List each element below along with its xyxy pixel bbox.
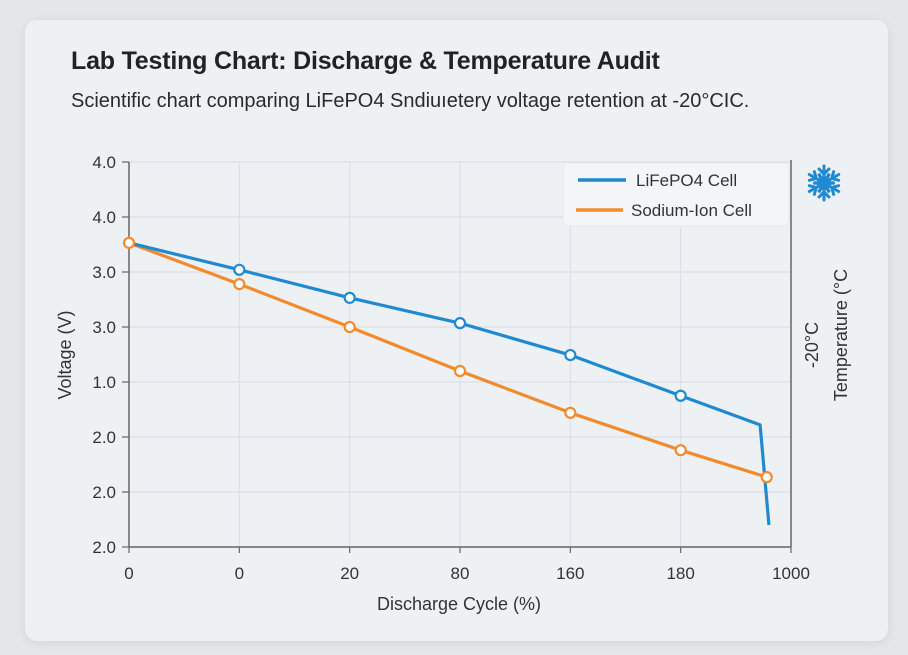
y-tick-label: 2.0 [92, 428, 116, 447]
y-tick-label: 1.0 [92, 373, 116, 392]
y-tick-label: 2.0 [92, 538, 116, 557]
x-tick-label: 20 [340, 564, 359, 583]
y-axis-label: Voltage (V) [55, 310, 75, 399]
data-point [760, 471, 773, 484]
data-point [453, 364, 467, 378]
data-point [453, 317, 467, 330]
legend-label: LiFePO4 Cell [636, 171, 737, 190]
x-axis-label: Discharge Cycle (%) [377, 594, 541, 614]
y-tick-label: 4.0 [92, 208, 116, 227]
chart-title: Lab Testing Chart: Discharge & Temperatu… [71, 47, 660, 75]
x-tick-label: 180 [666, 564, 694, 583]
x-tick-label: 160 [556, 564, 584, 583]
y-tick-label: 4.0 [92, 153, 116, 172]
data-point [233, 263, 246, 276]
data-point [233, 278, 246, 291]
snowflake-icon [807, 164, 841, 202]
chart-card [25, 20, 888, 641]
y-tick-label: 2.0 [92, 483, 116, 502]
x-tick-label: 0 [235, 564, 244, 583]
x-tick-label: 80 [451, 564, 470, 583]
data-point [343, 320, 356, 334]
series-line-sodium-ion [128, 241, 768, 479]
y-tick-label: 3.0 [92, 318, 116, 337]
data-point [343, 291, 356, 304]
x-tick-label: 0 [124, 564, 133, 583]
legend-label: Sodium-Ion Cell [631, 201, 752, 220]
y2-axis-label: Temperature (°C [831, 269, 851, 401]
series-line-lifepo4 [128, 241, 771, 526]
data-point [122, 236, 136, 249]
chart-subtitle: Scientific chart comparing LiFePO4 Sndiu… [71, 90, 750, 112]
x-tick-label: 1000 [772, 564, 810, 583]
data-point [564, 406, 577, 419]
y-tick-label: 3.0 [92, 263, 116, 282]
data-point [674, 389, 687, 402]
data-point [674, 444, 687, 457]
temperature-annotation: -20°C [802, 322, 822, 368]
data-point [564, 348, 577, 362]
